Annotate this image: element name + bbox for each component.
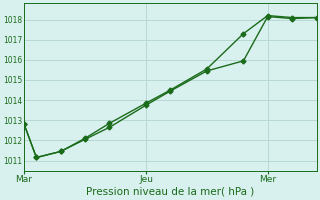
X-axis label: Pression niveau de la mer( hPa ): Pression niveau de la mer( hPa )	[86, 187, 254, 197]
